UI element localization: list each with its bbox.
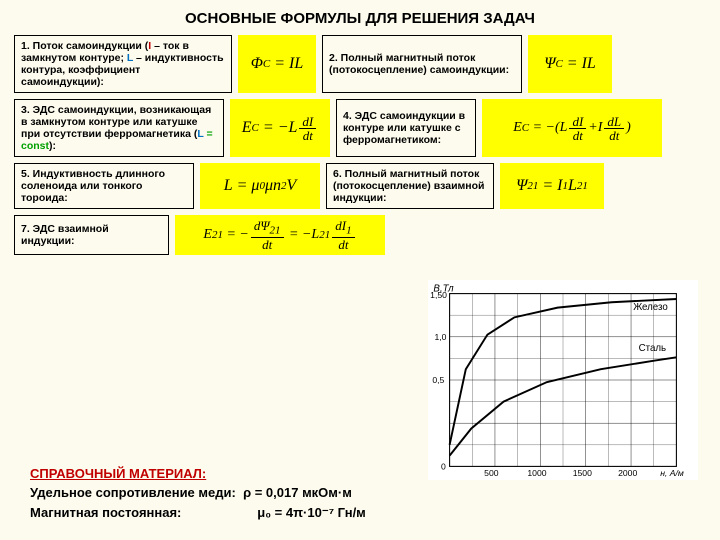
formula-1: ΦC = IL: [238, 35, 316, 93]
formula-3: EC = −LdIdt: [230, 99, 330, 157]
formula-2: ΨC = IL: [528, 35, 612, 93]
formula-7: E21 = −dΨ21dt = −L21dI1dt: [175, 215, 385, 255]
reference-block: СПРАВОЧНЫЙ МАТЕРИАЛ: Удельное сопротивле…: [30, 464, 366, 523]
page-title: ОСНОВНЫЕ ФОРМУЛЫ ДЛЯ РЕШЕНИЯ ЗАДАЧ: [14, 10, 706, 27]
svg-text:1,50: 1,50: [430, 290, 447, 300]
desc-4: 4. ЭДС самоиндукции в контуре или катушк…: [336, 99, 476, 157]
svg-text:н, А/м: н, А/м: [660, 468, 684, 478]
row-4: 7. ЭДС взаимной индукции: E21 = −dΨ21dt …: [14, 215, 706, 255]
svg-text:500: 500: [484, 468, 499, 478]
svg-text:1,0: 1,0: [434, 332, 446, 342]
desc-1: 1. Поток самоиндукции (I – ток в замкнут…: [14, 35, 232, 93]
svg-text:Сталь: Сталь: [639, 343, 667, 354]
formula-5: L = μ0μn2V: [200, 163, 320, 209]
formula-4: EC = −(LdIdt+IdLdt): [482, 99, 662, 157]
svg-text:1000: 1000: [527, 468, 546, 478]
desc-2: 2. Полный магнитный поток (потокосцеплен…: [322, 35, 522, 93]
desc-6: 6. Полный магнитный поток (потокосцеплен…: [326, 163, 494, 209]
svg-text:Железо: Железо: [633, 302, 668, 313]
magnetization-chart: B,Тл 1,50 1,0 0,5 0 500 1000 1500 2000 н…: [428, 280, 698, 480]
svg-text:0: 0: [441, 462, 446, 472]
svg-text:2000: 2000: [618, 468, 637, 478]
desc-7: 7. ЭДС взаимной индукции:: [14, 215, 169, 255]
svg-text:0,5: 0,5: [432, 375, 444, 385]
formula-6: Ψ21 = I1L21: [500, 163, 604, 209]
desc-3: 3. ЭДС самоиндукции, возникающая в замкн…: [14, 99, 224, 157]
row-2: 3. ЭДС самоиндукции, возникающая в замкн…: [14, 99, 706, 157]
svg-text:1500: 1500: [573, 468, 592, 478]
row-3: 5. Индуктивность длинного соленоида или …: [14, 163, 706, 209]
desc-5: 5. Индуктивность длинного соленоида или …: [14, 163, 194, 209]
row-1: 1. Поток самоиндукции (I – ток в замкнут…: [14, 35, 706, 93]
reference-title: СПРАВОЧНЫЙ МАТЕРИАЛ:: [30, 464, 366, 484]
